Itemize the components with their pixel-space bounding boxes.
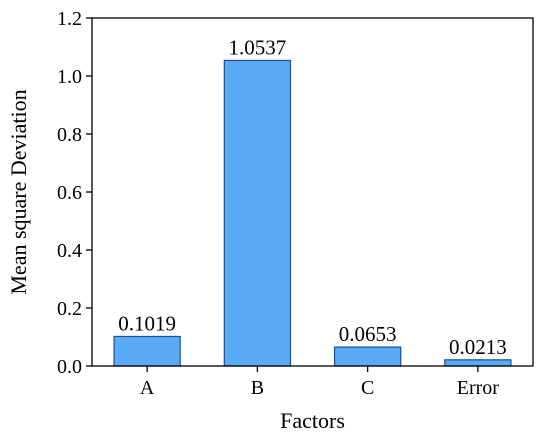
bar-b xyxy=(223,59,292,367)
x-axis-title: Factors xyxy=(280,408,345,433)
data-label-error: 0.0213 xyxy=(449,335,507,359)
bars: 0.1019 1.0537 0.0653 0.0213 xyxy=(113,35,512,367)
bar-a xyxy=(113,335,181,367)
y-tick-label: 0.4 xyxy=(57,240,82,262)
y-tick-label: 0.6 xyxy=(57,182,82,204)
bar-c xyxy=(333,346,402,367)
data-label-b: 1.0537 xyxy=(229,35,287,59)
plot-frame xyxy=(91,17,534,367)
y-tick-label: 0.2 xyxy=(57,298,82,320)
y-tick-label: 0.0 xyxy=(57,356,82,378)
x-axis-ticks: A B C Error xyxy=(140,366,499,399)
y-tick-label: 0.8 xyxy=(57,124,82,146)
bar-error xyxy=(444,359,512,367)
x-tick-label-c: C xyxy=(361,377,374,399)
y-axis-ticks: 0.0 0.2 0.4 0.6 0.8 1.0 1.2 xyxy=(57,8,92,378)
x-tick-label-error: Error xyxy=(457,377,500,399)
y-tick-label: 1.0 xyxy=(57,66,82,88)
data-label-a: 0.1019 xyxy=(118,311,176,335)
y-tick-label: 1.2 xyxy=(57,8,82,30)
y-axis-title: Mean square Deviation xyxy=(6,89,31,294)
x-tick-label-b: B xyxy=(251,377,264,399)
data-label-c: 0.0653 xyxy=(339,322,397,346)
x-tick-label-a: A xyxy=(140,377,155,399)
